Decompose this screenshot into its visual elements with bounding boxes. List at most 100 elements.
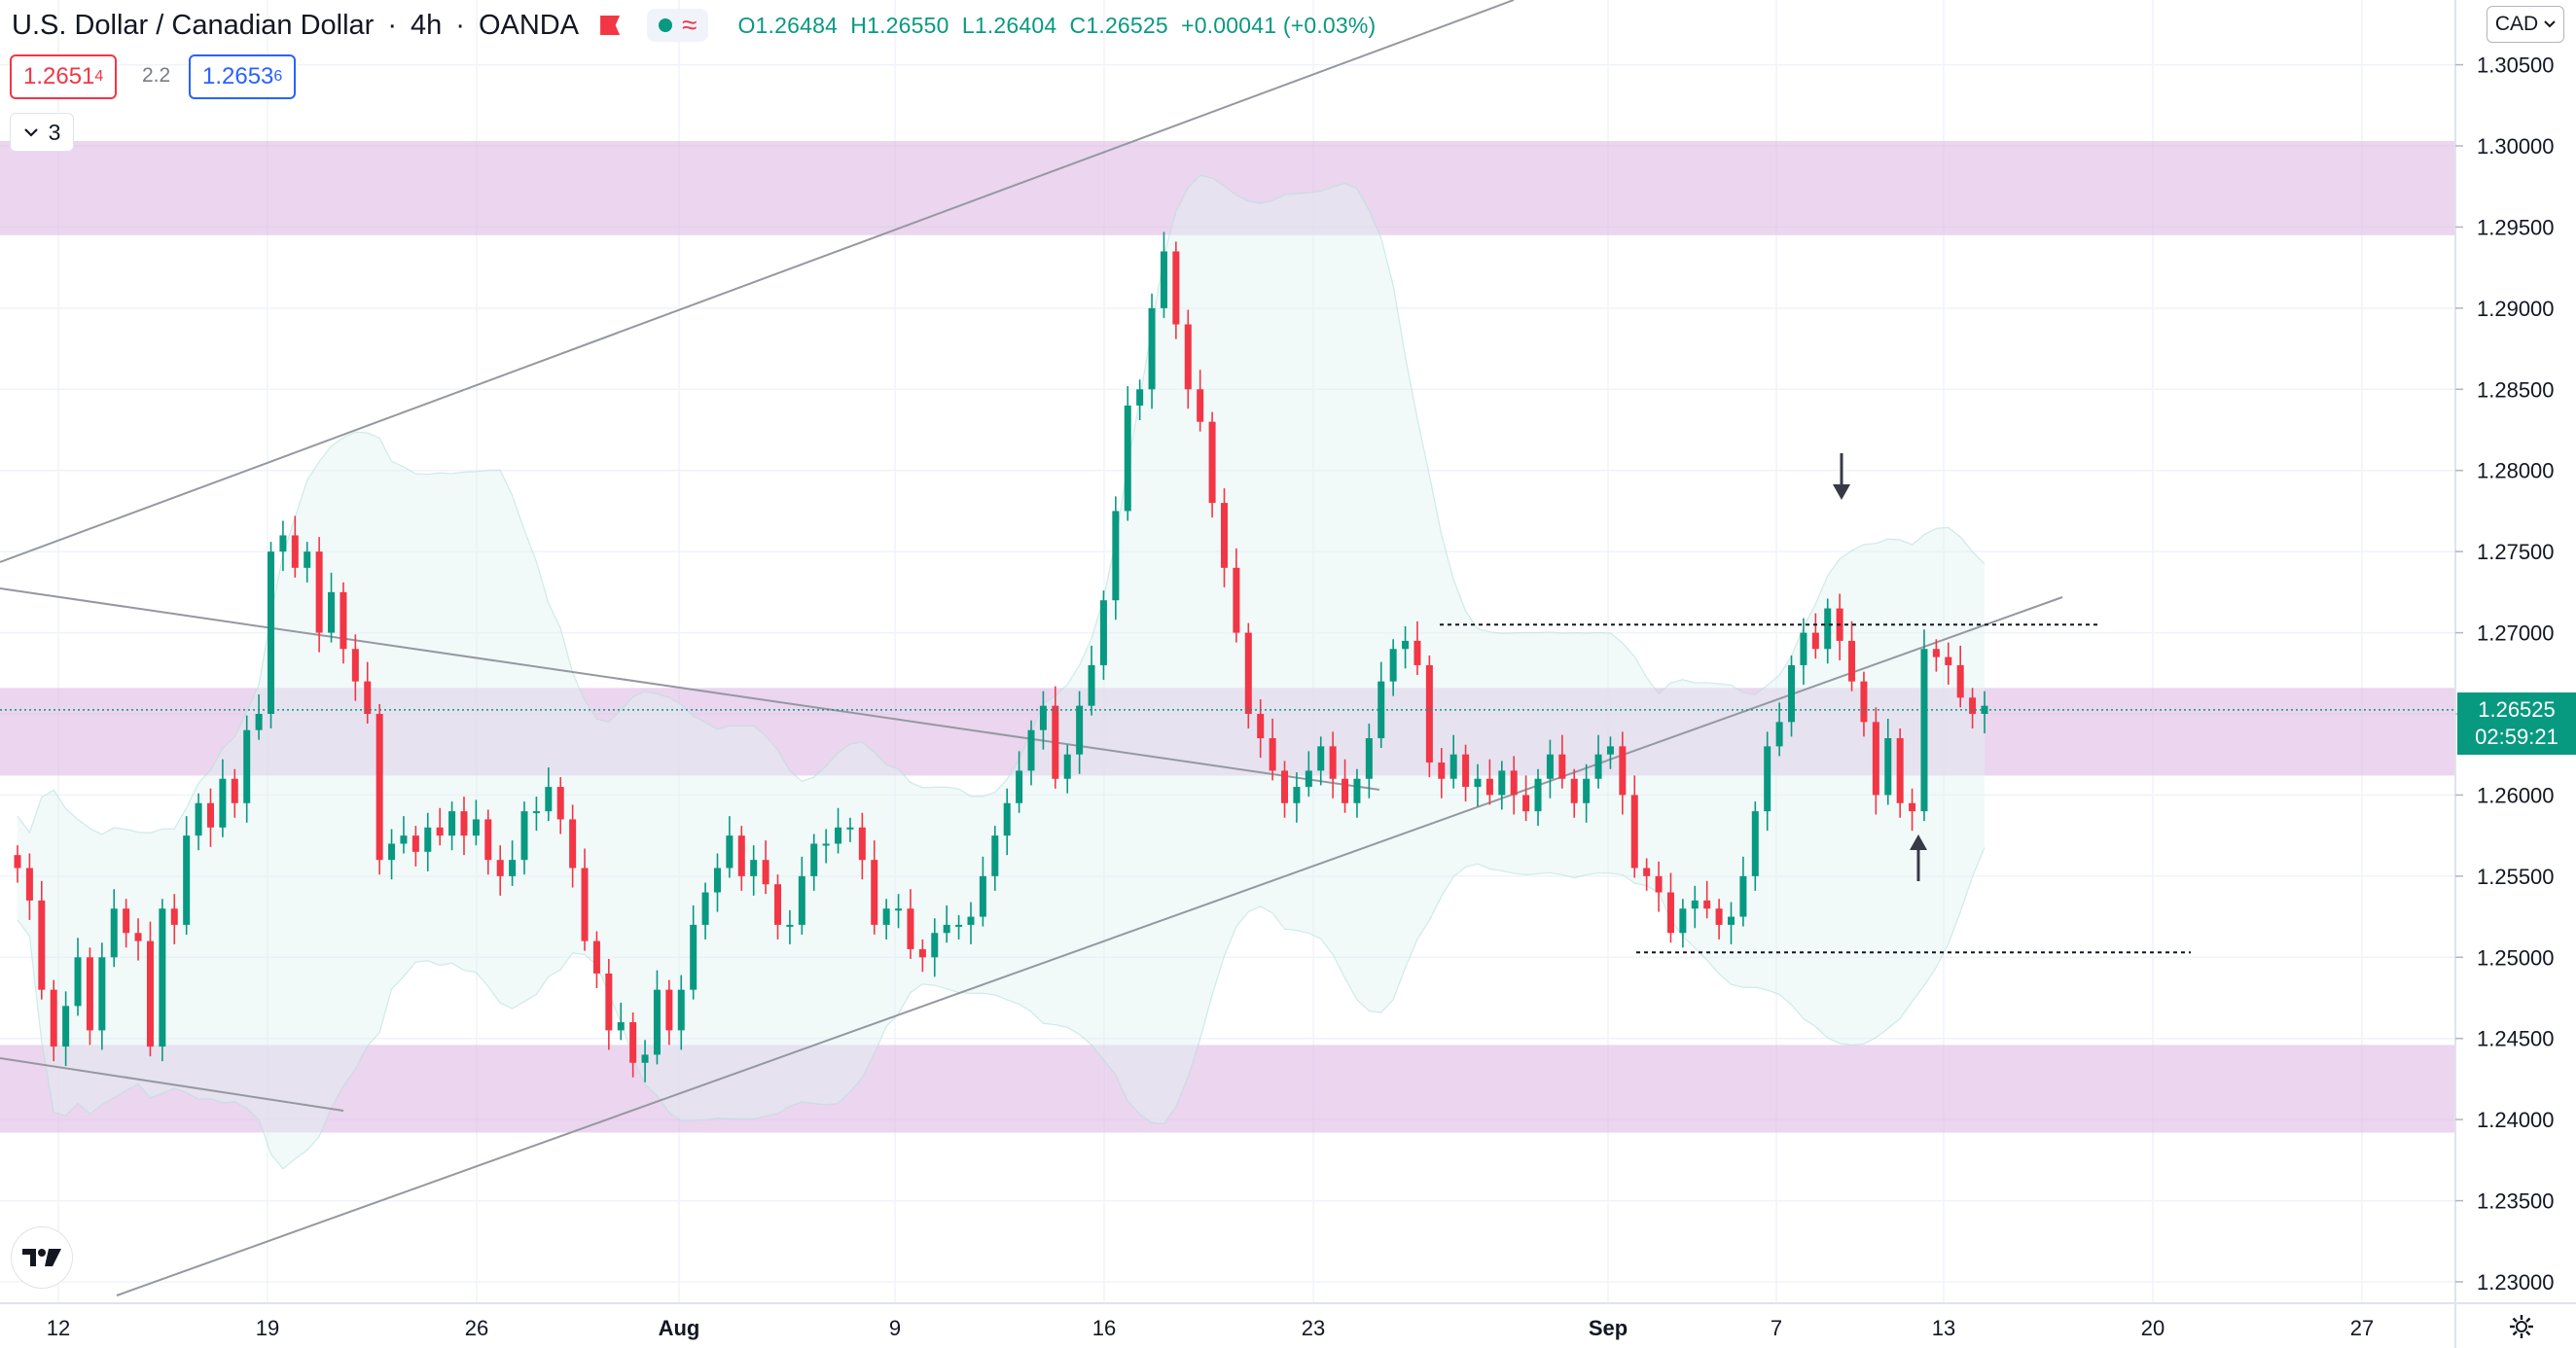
candle-body (665, 989, 673, 1031)
symbol-name[interactable]: U.S. Dollar / Canadian Dollar (12, 9, 375, 41)
candle-body (605, 973, 613, 1031)
last-price-value: 1.26525 (2478, 697, 2556, 722)
sell-price-button[interactable]: 1.2651 4 (10, 54, 118, 99)
sell-price-pip: 4 (94, 68, 104, 85)
candle-body (1184, 324, 1192, 390)
bollinger-bands (17, 174, 1986, 1170)
arrow-up-icon (1910, 834, 1927, 881)
approx-icon: ≈ (682, 10, 698, 40)
candle-body (50, 989, 57, 1047)
horizontal-levels (0, 623, 2455, 954)
time-tick-label: 16 (1092, 1316, 1116, 1340)
candle-body (159, 908, 166, 1047)
candle-body (1570, 778, 1578, 803)
candle-body (268, 551, 275, 714)
candle-body (713, 868, 721, 893)
gear-icon-glyph (2510, 1315, 2533, 1338)
candle-body (219, 778, 227, 828)
candle-body (931, 933, 939, 958)
candle-body (786, 924, 794, 927)
candle-body (424, 827, 432, 852)
candle-body (1462, 754, 1470, 788)
candle-body (98, 957, 106, 1031)
currency-select[interactable]: CAD (2487, 6, 2564, 43)
candle-body (1679, 908, 1687, 934)
candle-body (943, 924, 950, 934)
annotations (1833, 453, 1927, 881)
candle-body (556, 787, 564, 820)
trendline (116, 596, 2063, 1296)
candle-body (1848, 640, 1856, 682)
price-tick-label: 1.30000 (2477, 134, 2555, 159)
candle-body (1932, 649, 1940, 657)
candle-body (400, 835, 408, 844)
candle-body (436, 827, 444, 836)
candle-body (1703, 900, 1711, 909)
candle-body (1655, 875, 1663, 893)
candle-body (1498, 770, 1506, 796)
candle-body (1788, 664, 1796, 723)
candle-body (110, 908, 118, 958)
gear-icon[interactable] (2504, 1309, 2539, 1344)
candle-body (907, 908, 914, 949)
flag-icon[interactable] (600, 16, 621, 35)
candle-body (1208, 421, 1216, 504)
candle-body (1003, 802, 1011, 836)
buy-price-pip: 6 (273, 68, 283, 85)
candle-body (62, 1006, 70, 1047)
candle-body (1751, 811, 1759, 876)
price-tick-label: 1.28500 (2477, 377, 2555, 402)
candle-body (134, 933, 142, 941)
indicators-toggle[interactable]: 3 (10, 113, 74, 152)
candle-body (1800, 632, 1807, 665)
candle-body (1112, 511, 1120, 601)
time-tick-label: 27 (2350, 1316, 2374, 1340)
candle-body (123, 908, 130, 934)
candle-body (351, 649, 359, 682)
ohlc-readout: O1.26484 H1.26550 L1.26404 C1.26525 +0.0… (737, 13, 1376, 39)
candle-body (701, 892, 709, 925)
candle-body (1220, 503, 1228, 568)
candle-body (653, 989, 661, 1055)
indicator-status[interactable]: ≈ (647, 9, 709, 42)
candle-body (1377, 681, 1385, 739)
arrow-head (1910, 834, 1927, 850)
candle-body (967, 916, 975, 925)
candle-body (328, 591, 336, 633)
candle-body (1076, 705, 1084, 755)
candle-body (1353, 778, 1361, 803)
candle-body (1920, 649, 1928, 812)
candle-body (1824, 608, 1832, 650)
candle-body (1764, 746, 1771, 812)
candle-body (1052, 705, 1059, 779)
candle-body (1510, 770, 1518, 796)
tradingview-logo-icon[interactable] (12, 1227, 72, 1288)
candle-body (1896, 738, 1904, 803)
price-tick-label: 1.23000 (2477, 1270, 2555, 1295)
buy-price-button[interactable]: 1.2653 6 (189, 54, 297, 99)
candle-body (629, 1022, 637, 1063)
chevron-down-icon (2544, 20, 2556, 28)
price-tick-label: 1.28000 (2477, 459, 2555, 483)
candle-body (1329, 746, 1337, 779)
currency-label: CAD (2494, 13, 2539, 35)
candle-body (14, 855, 21, 869)
candle-body (750, 860, 758, 876)
candle-body (411, 835, 419, 852)
time-tick-label: 9 (889, 1316, 901, 1340)
candle-body (846, 827, 854, 830)
candle-body (1860, 681, 1868, 723)
last-price-label: 1.26525 02:59:21 (2457, 692, 2576, 755)
candle-body (1257, 714, 1265, 739)
candle-body (810, 843, 818, 876)
candle-body (1172, 251, 1180, 325)
candle-body (1522, 795, 1530, 812)
interval-label[interactable]: 4h (411, 9, 443, 41)
candle-body (1197, 389, 1204, 422)
time-tick-label: Sep (1589, 1316, 1628, 1340)
band-fill (18, 175, 1985, 1169)
candle-body (1317, 746, 1325, 771)
candle-body (1727, 916, 1735, 925)
candle-body (206, 802, 214, 828)
